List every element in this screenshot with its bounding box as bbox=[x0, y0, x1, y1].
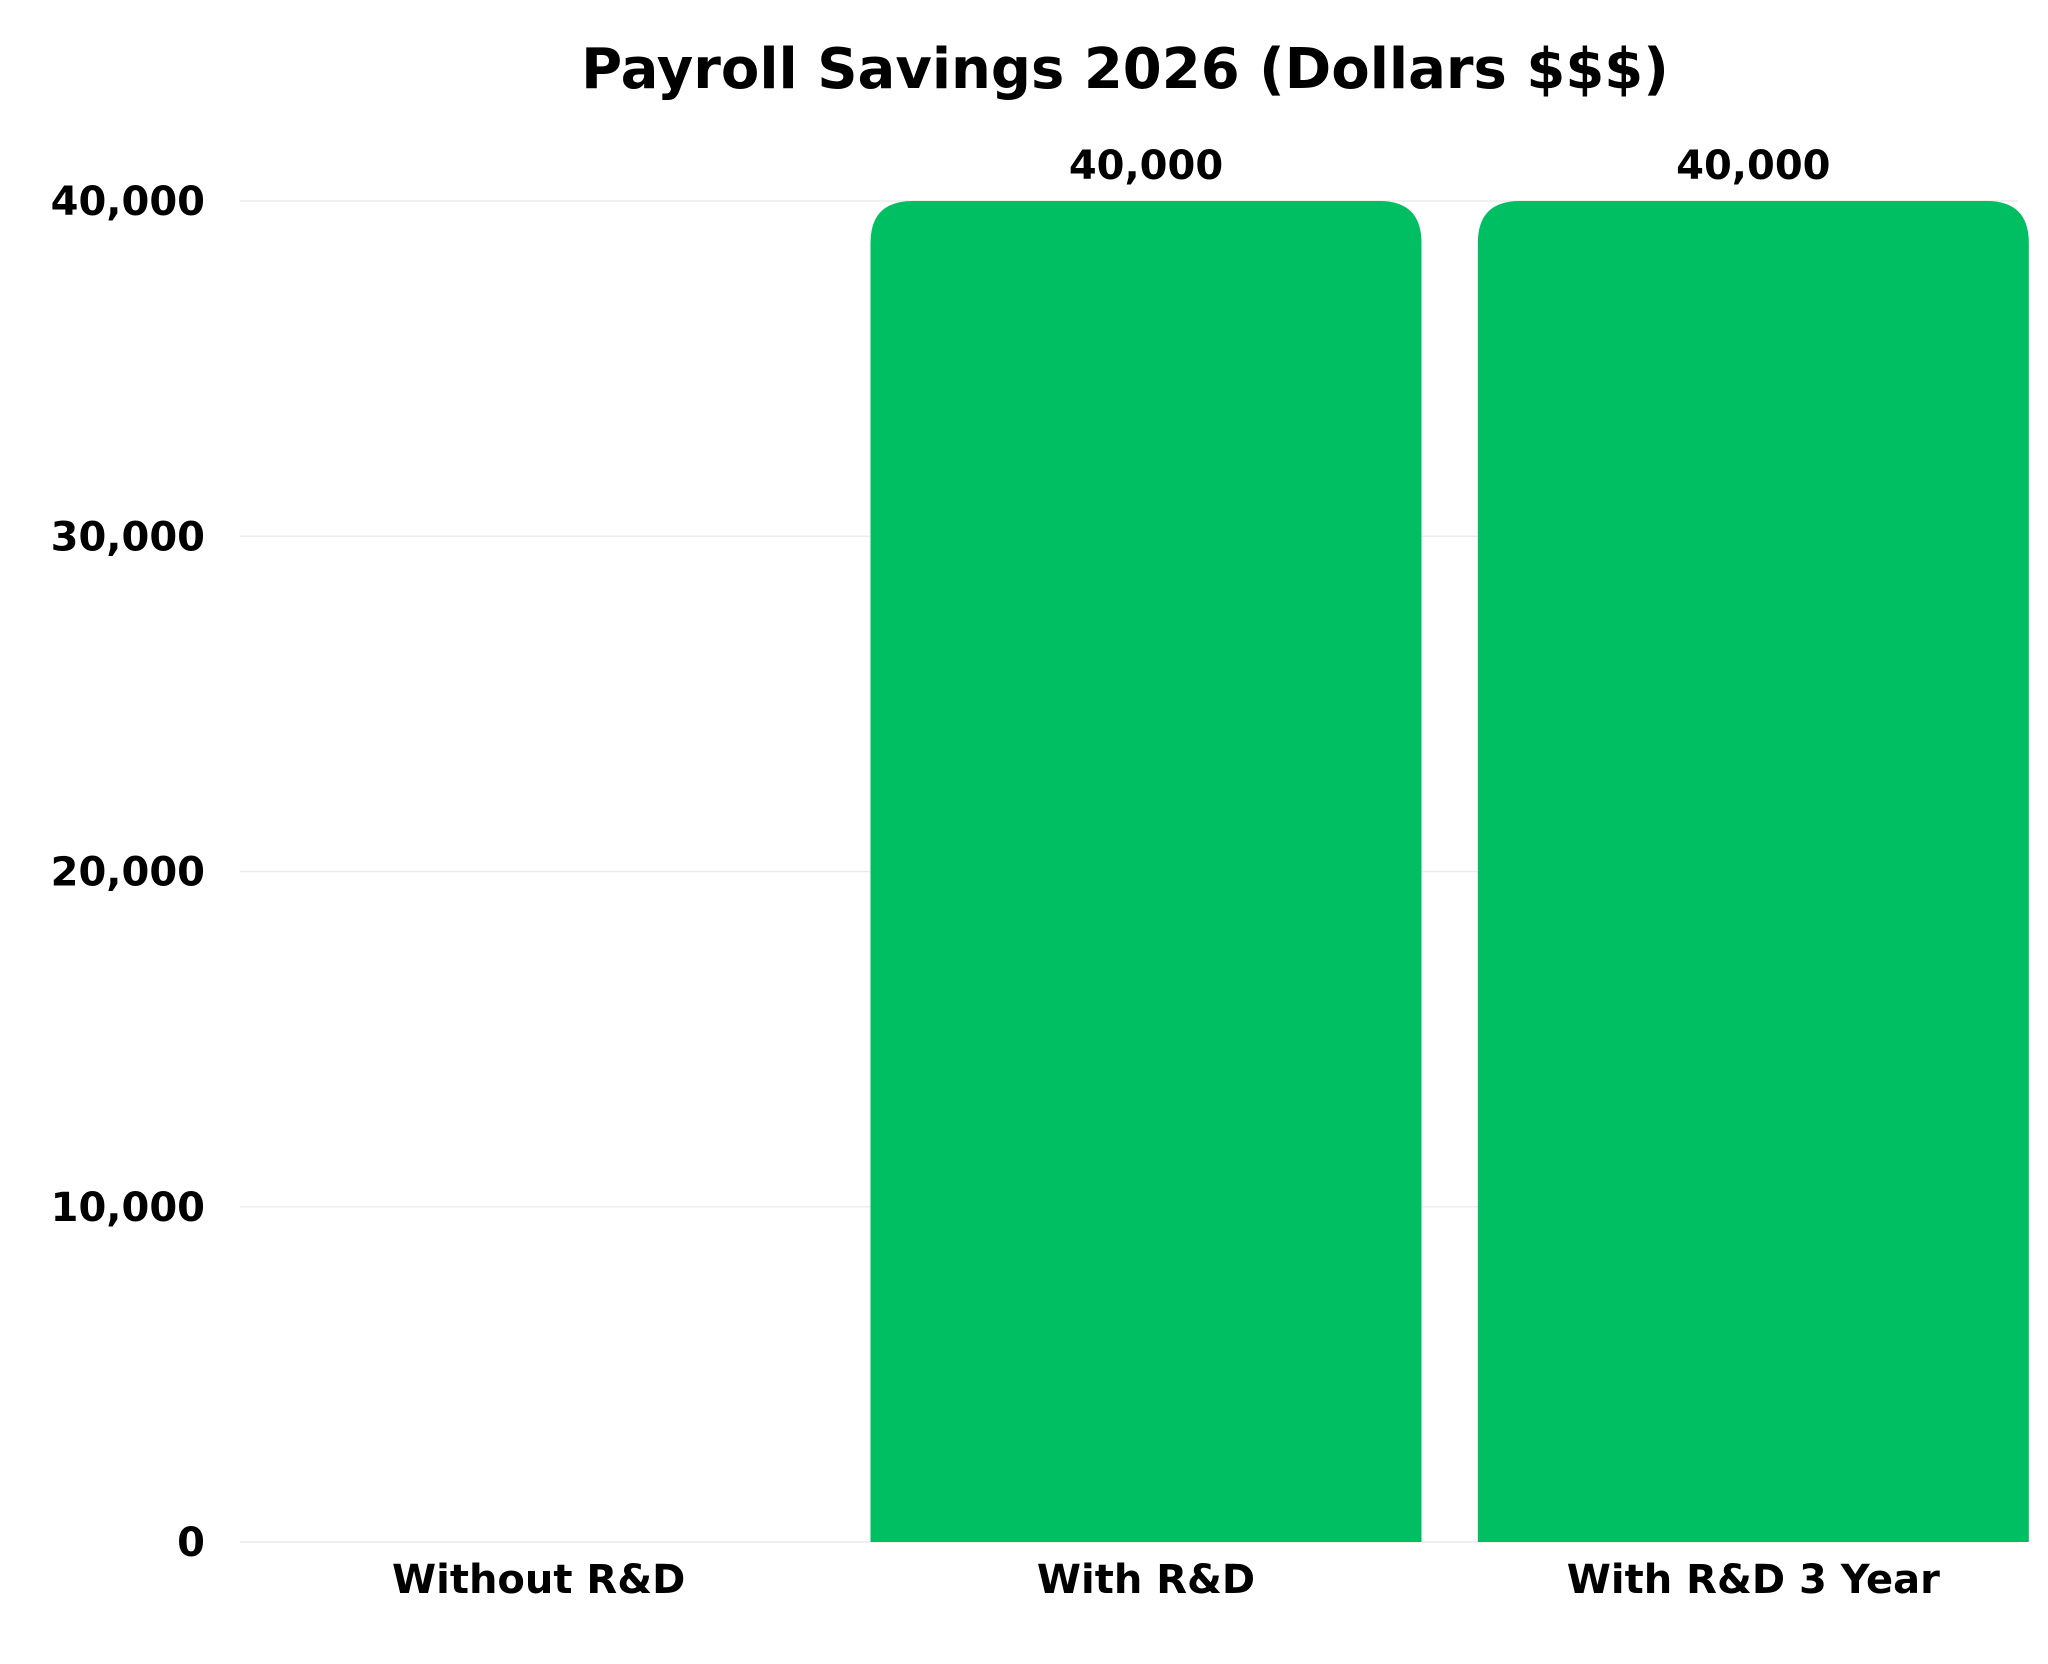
data-label: 40,000 bbox=[1676, 143, 1830, 189]
x-axis-categories: Without R&D With R&D With R&D 3 Year bbox=[392, 1557, 1940, 1603]
y-tick-label: 10,000 bbox=[51, 1185, 205, 1231]
chart-title: Payroll Savings 2026 (Dollars $$$) bbox=[581, 37, 1669, 102]
x-category-label: With R&D 3 Year bbox=[1567, 1557, 1940, 1603]
data-labels: 40,000 40,000 bbox=[1069, 143, 1831, 189]
y-tick-label: 40,000 bbox=[51, 179, 205, 225]
x-category-label: Without R&D bbox=[392, 1557, 685, 1603]
bars bbox=[870, 201, 2029, 1542]
y-tick-label: 0 bbox=[177, 1520, 205, 1566]
bar bbox=[1477, 201, 2029, 1542]
y-tick-label: 30,000 bbox=[51, 514, 205, 560]
x-category-label: With R&D bbox=[1037, 1557, 1255, 1603]
y-axis-ticks: 0 10,000 20,000 30,000 40,000 bbox=[51, 179, 205, 1566]
bar bbox=[870, 201, 1422, 1542]
y-tick-label: 20,000 bbox=[51, 850, 205, 896]
data-label: 40,000 bbox=[1069, 143, 1223, 189]
